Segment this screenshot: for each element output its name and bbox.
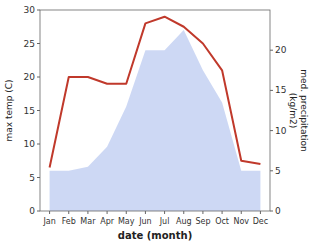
y2-tick-label: 0 (275, 206, 281, 216)
x-tick (222, 211, 223, 214)
y2-tick-label: 5 (275, 166, 281, 176)
x-axis-label: date (month) (118, 230, 192, 241)
x-tick-label: Mar (80, 217, 96, 226)
y2-tick (270, 130, 273, 131)
temperature-line (50, 17, 261, 168)
y-tick (37, 43, 40, 44)
x-tick (164, 211, 165, 214)
x-tick-label: May (118, 217, 135, 226)
plot-frame (40, 10, 270, 211)
x-tick-label: Sep (195, 217, 210, 226)
x-tick (49, 211, 50, 214)
x-tick (241, 211, 242, 214)
y-tick-label: 20 (24, 72, 36, 82)
chart: 0 5 10 15 20 25 30 0 5 10 15 20 Jan Feb Mar AprMayJun Ju… (0, 0, 318, 247)
x-tick-label: Jan (42, 217, 55, 226)
y2-tick-label: 20 (275, 45, 287, 55)
x-tick (68, 211, 69, 214)
x-tick-label: Feb (62, 217, 76, 226)
y-tick (37, 77, 40, 78)
y-tick (37, 177, 40, 178)
x-tick (107, 211, 108, 214)
y-tick (37, 211, 40, 212)
x-tick (202, 211, 203, 214)
y-tick-label: 25 (24, 39, 35, 49)
y2-tick-label: 10 (275, 126, 287, 136)
x-tick-label: Jun (138, 217, 152, 226)
y2-tick-label: 15 (275, 85, 286, 95)
x-tick-label: Apr (100, 217, 115, 226)
x-tick (87, 211, 88, 214)
y2-axis-label-line: (kg/m2) (288, 93, 298, 128)
x-tick-label: Aug (176, 217, 192, 226)
y-tick-label: 15 (24, 106, 35, 116)
y2-tick (270, 170, 273, 171)
precipitation-area (50, 30, 261, 211)
x-tick-label: Dec (253, 217, 268, 226)
x-tick (183, 211, 184, 214)
y-tick (37, 144, 40, 145)
x-tick-label: Nov (233, 217, 249, 226)
y2-tick (270, 50, 273, 51)
y-tick-label: 10 (24, 139, 36, 149)
x-tick (126, 211, 127, 214)
y2-axis-label-line: med. precipitation (299, 69, 309, 151)
y-tick (37, 110, 40, 111)
y-tick-label: 5 (29, 173, 35, 183)
x-tick (260, 211, 261, 214)
y2-axis-label: med. precipitation(kg/m2) (288, 69, 309, 151)
plot-area (50, 17, 261, 211)
y-tick (37, 10, 40, 11)
y-axis-label: max temp (C) (4, 79, 14, 141)
x-tick (145, 211, 146, 214)
x-tick-label: Jul (159, 217, 170, 226)
y2-tick (270, 211, 273, 212)
y-tick-label: 30 (24, 5, 36, 15)
x-tick-label: Oct (215, 217, 229, 226)
y2-tick (270, 90, 273, 91)
y-tick-label: 0 (29, 206, 35, 216)
